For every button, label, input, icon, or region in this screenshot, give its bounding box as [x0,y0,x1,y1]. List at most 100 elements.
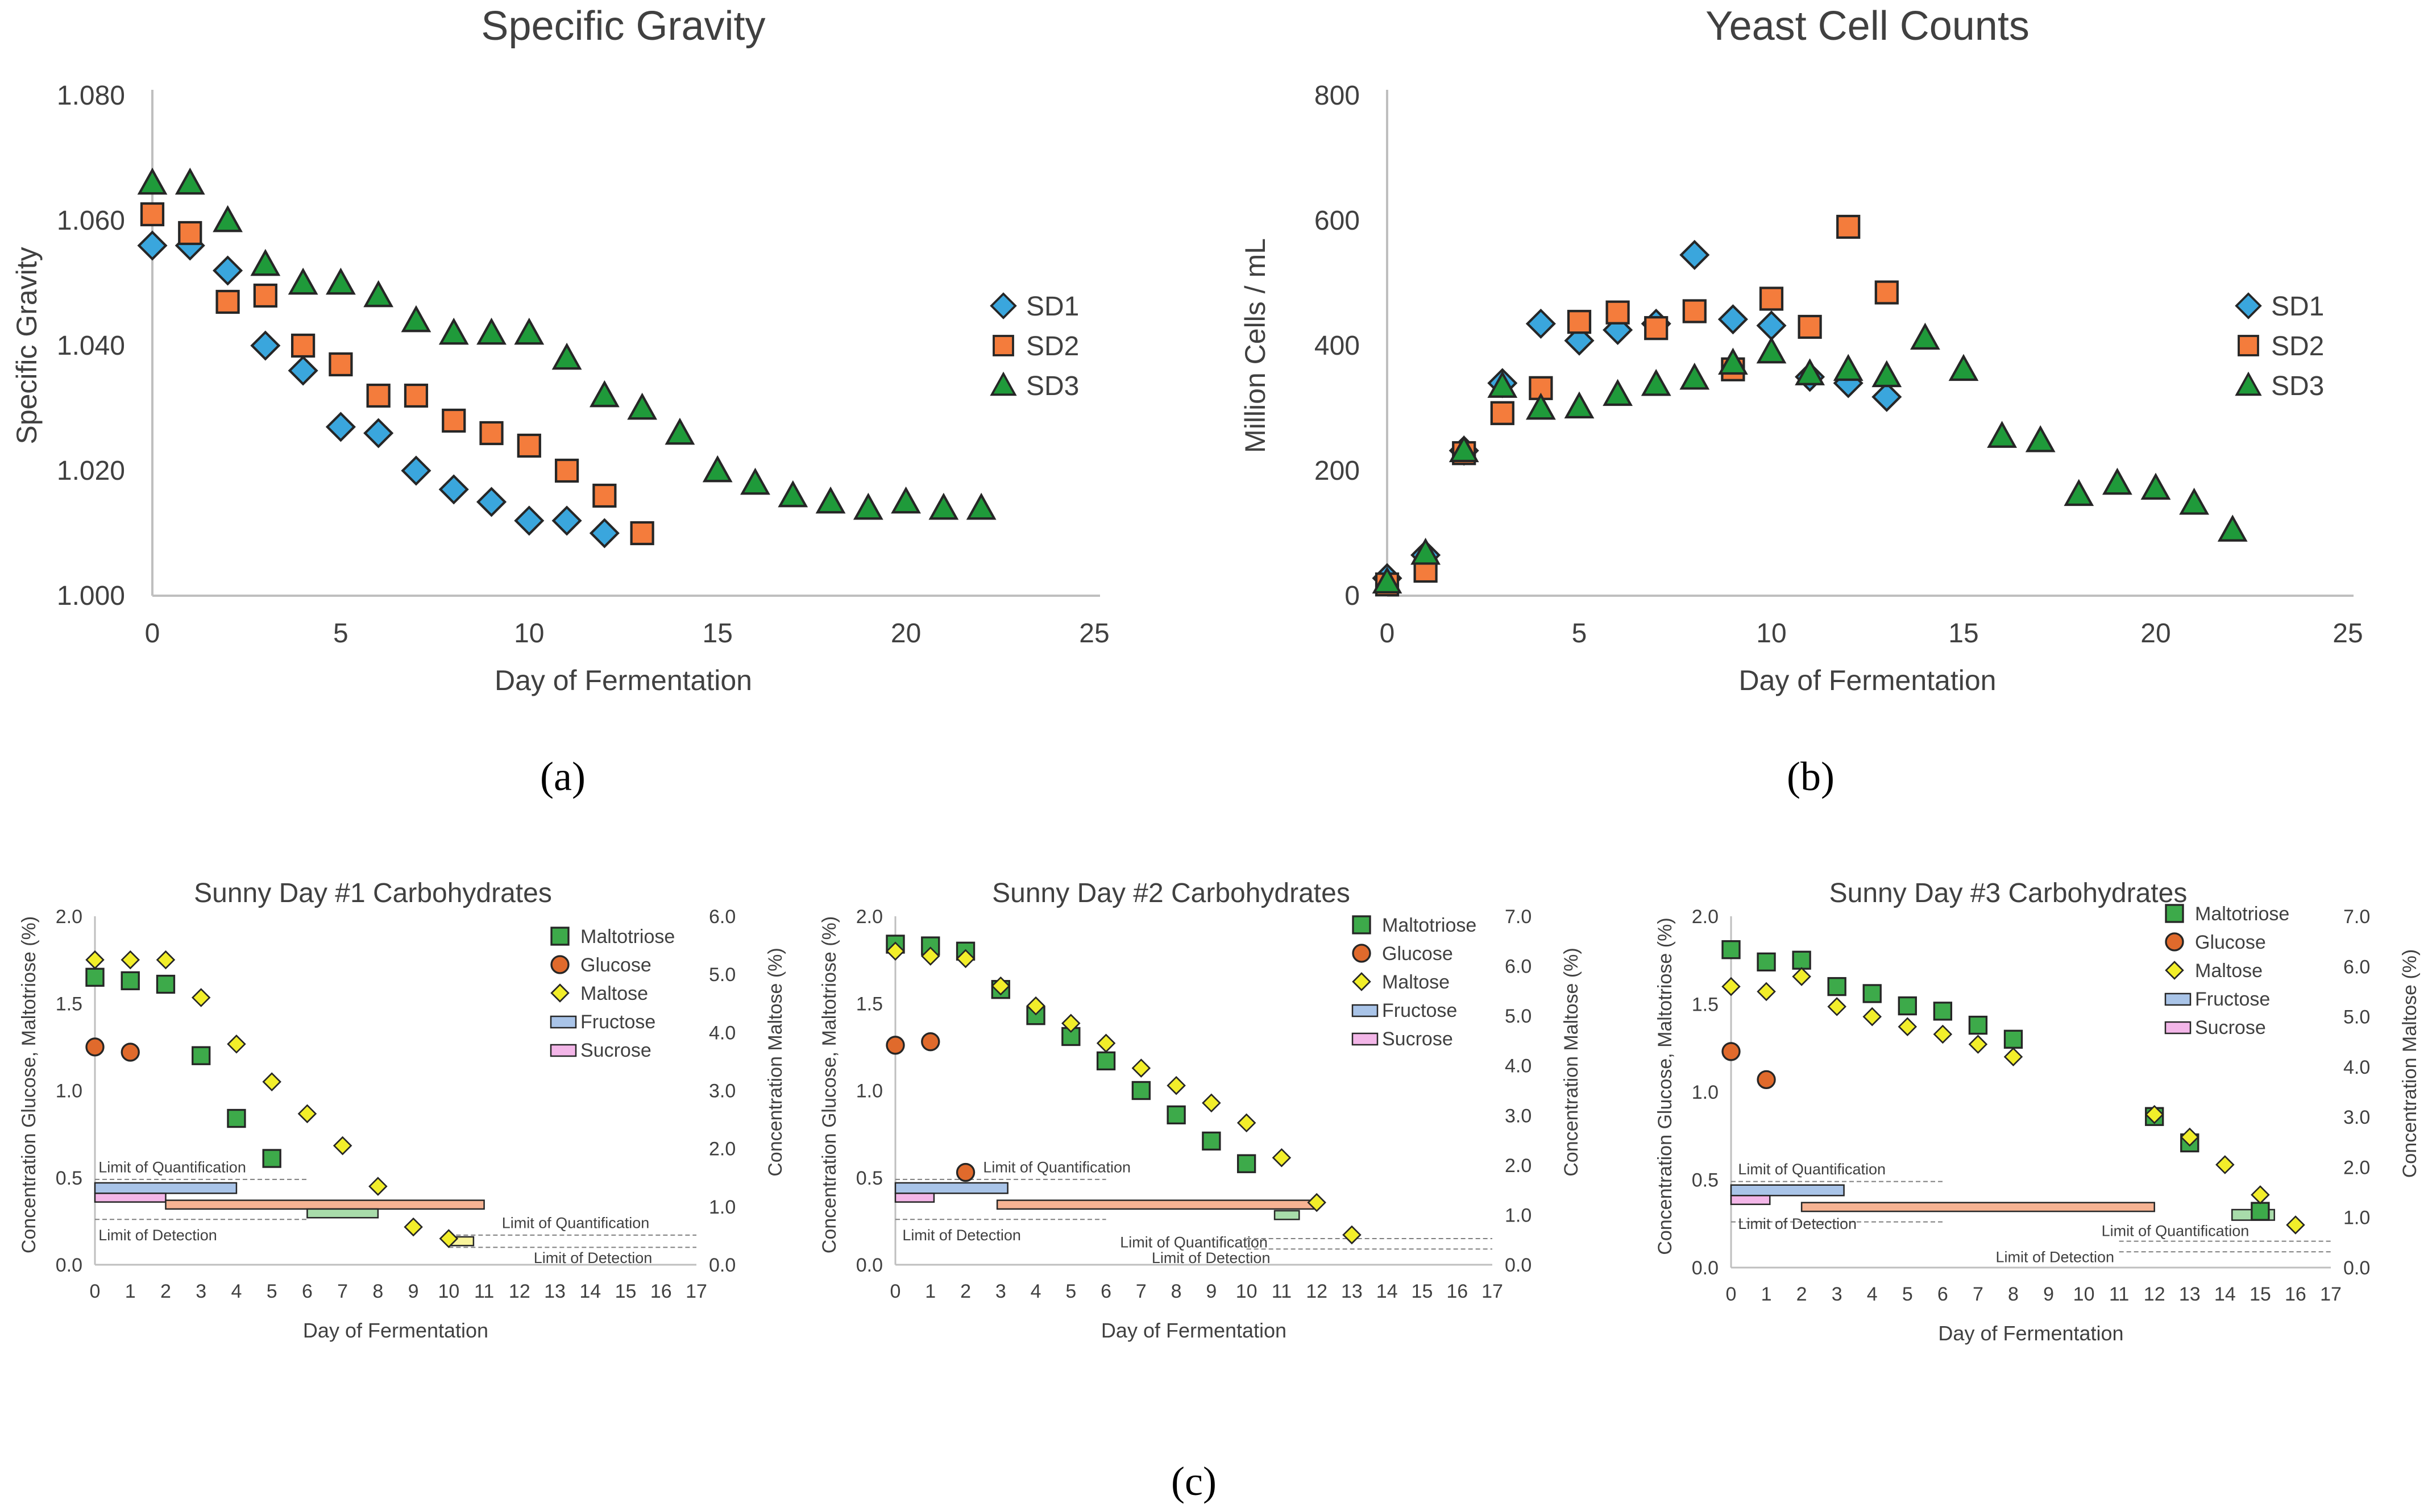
data-point-sd1 [589,518,620,549]
data-point-maltotriose [1757,952,1776,972]
y-tick-label: 2.0 [1692,906,1719,928]
data-point-sd2 [291,333,316,358]
x-tick-label: 10 [514,618,544,649]
data-point-maltose [439,1229,459,1248]
x-tick-label: 9 [1206,1281,1217,1302]
data-point-sd2 [442,408,466,433]
data-point-sd3 [2064,479,2094,506]
x-tick-label: 25 [2333,618,2363,649]
limit-annotation: Limit of Detection [1995,1249,2114,1266]
y-tick-label: 0.5 [856,1168,883,1189]
y-tick-label: 0.0 [56,1255,82,1276]
data-point-maltose [404,1217,423,1237]
data-point-sd3 [1833,354,1864,381]
x-tick-label: 14 [2214,1283,2236,1305]
data-point-maltotriose [1167,1105,1186,1125]
chart-title: Sunny Day #1 Carbohydrates [194,878,552,908]
x-tick-label: 17 [2320,1283,2342,1305]
data-point-sd2 [1682,299,1707,323]
y-right-tick-label: 0.0 [1505,1255,1532,1276]
x-tick-label: 7 [337,1281,348,1302]
data-point-maltose [368,1177,388,1196]
limit-annotation: Limit of Quantification [98,1159,246,1176]
x-tick-label: 4 [231,1281,242,1302]
legend-marker-sucrose [550,1044,577,1057]
legend-label-maltotriose: Maltotriose [580,926,675,948]
data-point-maltotriose [1827,977,1846,996]
y-right-tick-label: 1.0 [2343,1207,2370,1229]
legend-marker-maltose [550,983,570,1003]
x-tick-label: 15 [1948,618,1978,649]
limit-annotation: Limit of Detection [1738,1215,1857,1232]
y-tick-label: 0.5 [1692,1170,1719,1191]
data-point-maltose [1096,1033,1116,1053]
data-point-sd3 [815,486,846,514]
data-point-glucose [921,1032,940,1052]
limit-annotation: Limit of Detection [902,1227,1021,1244]
x-tick-label: 7 [1136,1281,1147,1302]
data-point-maltose [1933,1024,1953,1044]
data-point-sd3 [1372,566,1402,594]
data-point-sd2 [1836,214,1861,239]
data-point-maltose [1342,1225,1362,1245]
y-right-tick-label: 3.0 [1505,1105,1532,1127]
chart-title: Yeast Cell Counts [1705,3,2030,49]
data-point-sd1 [137,230,168,261]
x-tick-label: 1 [1761,1283,1772,1305]
data-point-sd3 [250,248,281,276]
data-point-sd3 [2217,514,2248,542]
x-tick-label: 5 [1902,1283,1913,1305]
data-point-maltose [2251,1185,2270,1204]
data-point-maltotriose [85,967,105,987]
legend-marker-maltose [1352,972,1371,991]
data-point-maltose [1307,1193,1326,1212]
y-right-tick-label: 7.0 [1505,906,1532,928]
data-point-sd3 [2102,467,2132,495]
data-point-sd1 [1564,325,1595,356]
chart-sunny-day-2-carbohydrates: Sunny Day #2 Carbohydrates 0.0 0.5 1.0 1.5 2.… [819,878,1582,1342]
data-point-sd3 [853,492,883,520]
x-tick-label: 15 [2250,1283,2271,1305]
legend-label-glucose: Glucose [580,954,651,976]
data-point-sd3 [1487,371,1518,398]
data-point-sd1 [438,474,469,505]
data-point-sd3 [137,167,168,195]
y-axis-label: Concentration Glucose, Maltotriose (%) [819,916,840,1253]
x-tick-label: 0 [1380,618,1395,649]
data-point-glucose [956,1162,976,1182]
data-point-sd2 [1605,300,1630,325]
y-tick-label: 1.5 [56,993,82,1015]
y-tick-label: 800 [1314,81,1360,111]
data-point-maltose [991,976,1011,996]
x-tick-label: 2 [1796,1283,1807,1305]
y-tick-label: 0.5 [56,1168,82,1189]
data-point-maltose [1721,977,1741,996]
legend-marker-sucrose [2164,1021,2192,1035]
data-point-maltotriose [2003,1029,2023,1049]
y-right-tick-label: 5.0 [709,964,736,986]
legend-label-sd2: SD2 [2271,331,2324,362]
x-tick-label: 2 [160,1281,171,1302]
limit-annotation: Limit of Detection [98,1227,217,1244]
data-point-sd3 [1756,336,1787,364]
data-point-maltose [1202,1093,1221,1113]
legend-label-glucose: Glucose [1382,943,1453,965]
data-point-glucose [85,1037,105,1057]
panel-label-a: (a) [540,754,586,799]
y-right-tick-label: 1.0 [1505,1204,1532,1226]
legend-label-sucrose: Sucrose [2195,1017,2266,1039]
y-right-tick-label: 4.0 [1505,1056,1532,1077]
data-point-sd2 [253,283,277,308]
x-tick-label: 13 [544,1281,566,1302]
data-point-maltose [920,946,940,966]
y-tick-label: 400 [1314,331,1360,361]
x-axis-label: Day of Fermentation [303,1319,488,1342]
y-tick-label: 1.060 [57,206,125,236]
x-tick-label: 4 [1867,1283,1878,1305]
y-right-tick-label: 4.0 [709,1022,736,1044]
x-tick-label: 20 [2140,618,2170,649]
data-point-sd3 [1449,435,1479,463]
data-point-sd3 [1987,421,2017,448]
data-point-sd3 [1910,322,1940,350]
